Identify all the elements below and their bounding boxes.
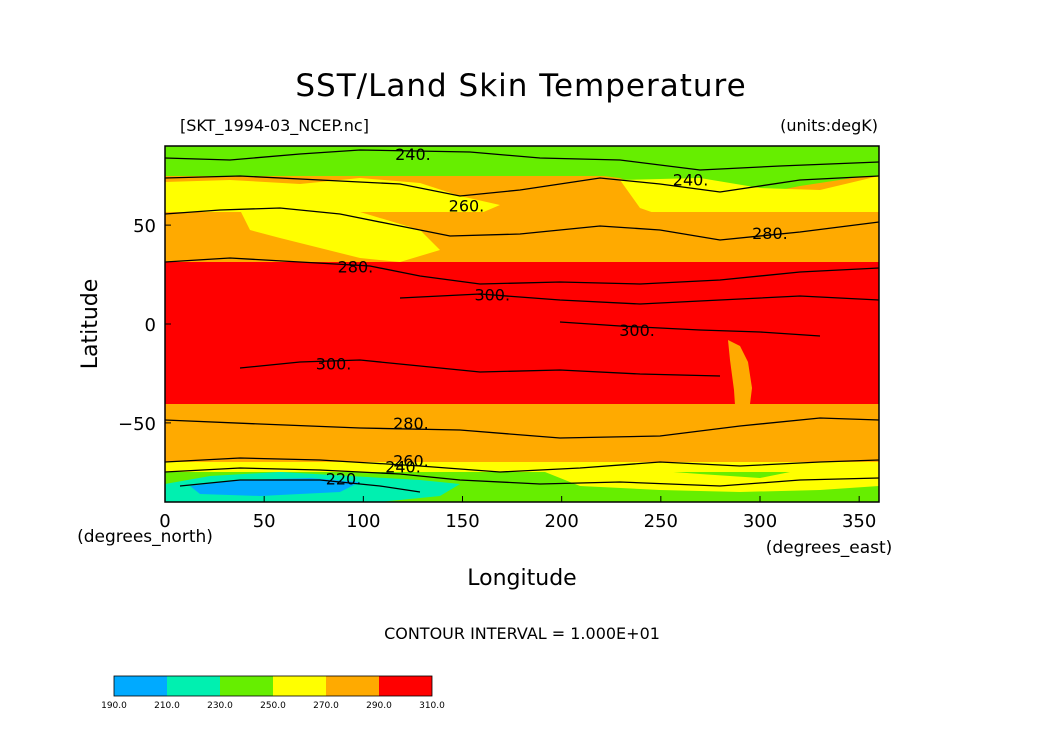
zone-eurasia-interior bbox=[240, 205, 440, 262]
contour-label: 300. bbox=[316, 355, 352, 374]
contour-line bbox=[164, 175, 880, 197]
x-axis-ticks: 0 50 100 150 200 250 300 350 bbox=[159, 496, 876, 532]
y-tick-label: 50 bbox=[133, 216, 156, 237]
contour-label: 300. bbox=[619, 321, 655, 340]
contour-line bbox=[239, 359, 721, 377]
colorbar-swatch bbox=[114, 676, 167, 696]
contour-label: 240. bbox=[673, 171, 709, 190]
colorbar-label: 230.0 bbox=[207, 701, 233, 711]
source-label: [SKT_1994-03_NCEP.nc] bbox=[180, 116, 369, 136]
x-axis-title: Longitude bbox=[467, 566, 576, 591]
x-tick-label: 150 bbox=[445, 511, 479, 532]
contour-line bbox=[559, 321, 821, 337]
contour-line bbox=[164, 149, 880, 171]
colorbar-label: 190.0 bbox=[101, 701, 127, 711]
zone-south-cold bbox=[165, 462, 879, 472]
contour-line bbox=[164, 257, 880, 285]
contour-line bbox=[164, 467, 880, 487]
contour-line bbox=[399, 293, 880, 305]
colorbar-label: 310.0 bbox=[419, 701, 445, 711]
y-axis-title: Latitude bbox=[78, 279, 103, 370]
contour-line bbox=[164, 207, 880, 241]
colorbar: 190.0 210.0 230.0 250.0 270.0 290.0 310.0 bbox=[101, 675, 445, 711]
contour-label: 280. bbox=[393, 414, 429, 433]
colorbar-swatch bbox=[379, 676, 432, 696]
colorbar-label: 250.0 bbox=[260, 701, 286, 711]
contour-labels: 240.240.260.280.280.300.300.300.280.260.… bbox=[316, 145, 788, 488]
zone-tropics bbox=[165, 262, 879, 404]
contour-label: 300. bbox=[474, 285, 510, 304]
contour-label: 260. bbox=[449, 196, 485, 215]
x-tick-label: 250 bbox=[644, 511, 678, 532]
y-units-label: (degrees_north) bbox=[77, 527, 213, 547]
colorbar-label: 270.0 bbox=[313, 701, 339, 711]
colorbar-label: 210.0 bbox=[154, 701, 180, 711]
contour-label: 240. bbox=[395, 145, 431, 164]
x-tick-label: 350 bbox=[842, 511, 876, 532]
x-tick-label: 100 bbox=[346, 511, 380, 532]
contour-lines bbox=[164, 149, 880, 493]
x-tick-label: 50 bbox=[253, 511, 276, 532]
x-tick-label: 300 bbox=[743, 511, 777, 532]
contour-line bbox=[164, 457, 880, 473]
zone-east-antarctic bbox=[540, 466, 879, 492]
y-tick-label: −50 bbox=[118, 414, 156, 435]
contour-label: 240. bbox=[385, 457, 421, 476]
chart-title: SST/Land Skin Temperature bbox=[295, 68, 746, 104]
colorbar-swatch bbox=[220, 676, 273, 696]
colorbar-label: 290.0 bbox=[366, 701, 392, 711]
zone-south-mid bbox=[165, 404, 879, 462]
x-tick-label: 200 bbox=[544, 511, 578, 532]
contour-label: 260. bbox=[393, 451, 429, 470]
contour-label: 280. bbox=[338, 258, 374, 277]
x-tick-label: 0 bbox=[159, 511, 170, 532]
plot-area: 240.240.260.280.280.300.300.300.280.260.… bbox=[164, 145, 880, 503]
contour-line bbox=[179, 479, 421, 493]
contour-line bbox=[164, 417, 880, 439]
colorbar-frame bbox=[113, 675, 433, 697]
colorbar-swatch bbox=[326, 676, 379, 696]
contour-interval-text: CONTOUR INTERVAL = 1.000E+01 bbox=[384, 624, 660, 643]
contour-label: 220. bbox=[326, 469, 362, 488]
y-axis-ticks: 50 0 −50 bbox=[118, 216, 171, 435]
contour-label: 280. bbox=[752, 224, 788, 243]
zone-antarctic-core bbox=[190, 478, 360, 496]
x-units-label: (degrees_east) bbox=[766, 538, 893, 558]
units-label: (units:degK) bbox=[780, 116, 878, 135]
colorbar-swatch bbox=[273, 676, 326, 696]
colorbar-swatch bbox=[167, 676, 220, 696]
y-tick-label: 0 bbox=[145, 315, 156, 336]
